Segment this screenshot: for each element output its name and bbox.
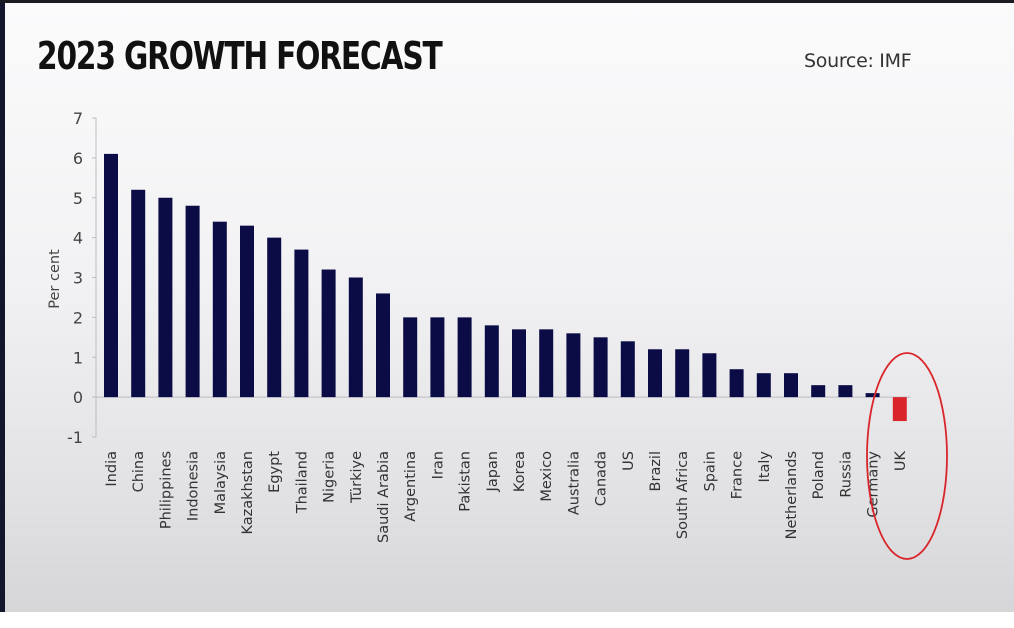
chart-title: 2023 GROWTH FORECAST	[37, 34, 443, 78]
x-tick-label: Australia	[566, 451, 582, 515]
x-tick-label: UK	[893, 451, 909, 472]
bar-us	[620, 341, 635, 398]
x-tick-label: US	[621, 451, 637, 471]
x-tick-label: Egypt	[267, 451, 283, 493]
bar-philippines	[158, 197, 173, 398]
x-tick-label: Brazil	[648, 451, 664, 491]
x-tick-label: Nigeria	[322, 451, 338, 503]
x-tick-label: Kazakhstan	[240, 451, 256, 535]
top-edge-strip	[0, 0, 1014, 3]
y-axis: 7 6 5 4 3 2 1 0 -1	[67, 109, 911, 447]
bar-south-africa	[675, 349, 690, 398]
bar-mexico	[539, 329, 554, 398]
highlight-ellipse	[866, 352, 948, 560]
x-tick-label: Türkiye	[349, 451, 365, 504]
x-tick-label: Iran	[430, 451, 446, 479]
x-tick-label: Malaysia	[213, 451, 229, 514]
x-tick-label: Italy	[757, 451, 773, 483]
y-tick-label: 3	[73, 269, 83, 288]
bars	[104, 153, 907, 422]
y-tick-label: 2	[73, 308, 83, 327]
bar-chart: Per cent 7 6 5 4 3 2 1 0 -1 India China Philippine…	[47, 109, 948, 560]
y-tick-label: 1	[73, 348, 83, 367]
x-tick-label: Mexico	[539, 451, 555, 502]
bar-uk	[892, 397, 907, 422]
chart-slide: 2023 GROWTH FORECAST Source: IMF Per cen…	[0, 0, 1014, 612]
x-tick-label: Indonesia	[186, 451, 202, 521]
x-tick-label: Poland	[811, 451, 827, 499]
y-tick-label: 5	[73, 189, 83, 208]
bar-egypt	[267, 237, 282, 398]
x-tick-label: France	[730, 451, 746, 499]
bar-japan	[484, 325, 499, 398]
x-tick-label: Philippines	[158, 451, 174, 529]
x-tick-label: Argentina	[403, 451, 419, 522]
bar-türkiye	[348, 277, 363, 398]
x-tick-label: Netherlands	[784, 451, 800, 539]
bar-saudi-arabia	[376, 293, 390, 398]
bar-korea	[512, 329, 526, 398]
y-tick-label: 4	[73, 229, 83, 248]
bar-spain	[702, 353, 717, 398]
bar-argentina	[403, 317, 418, 398]
x-tick-label: Spain	[702, 451, 718, 492]
y-tick-label: -1	[67, 428, 83, 447]
source-note: Source: IMF	[804, 50, 912, 72]
bar-china	[131, 189, 146, 398]
bar-australia	[566, 333, 581, 398]
bar-france	[729, 369, 744, 398]
bar-iran	[430, 317, 445, 398]
bar-germany	[865, 393, 880, 398]
bar-brazil	[648, 349, 662, 398]
bar-indonesia	[185, 205, 200, 398]
x-tick-label: India	[104, 451, 120, 487]
x-tick-label: China	[131, 451, 147, 492]
y-tick-label: 0	[73, 388, 83, 407]
y-tick-label: 7	[73, 109, 83, 128]
x-tick-label: South Africa	[675, 451, 691, 539]
x-tick-label: Pakistan	[458, 451, 474, 512]
x-tick-label: Japan	[485, 451, 501, 492]
y-tick-label: 6	[73, 149, 83, 168]
bar-netherlands	[784, 373, 798, 398]
x-tick-label: Canada	[594, 451, 610, 506]
bar-malaysia	[212, 221, 227, 398]
bar-italy	[756, 373, 771, 398]
bar-poland	[811, 385, 826, 398]
x-tick-label: Germany	[866, 451, 882, 518]
bar-nigeria	[321, 269, 336, 398]
bar-canada	[593, 337, 608, 398]
x-tick-label: Thailand	[294, 451, 310, 514]
bar-pakistan	[457, 317, 472, 398]
left-edge-strip	[0, 0, 5, 612]
x-tick-label: Korea	[512, 451, 528, 492]
x-axis-labels: India China Philippines Indonesia Malaysia Ka…	[104, 451, 909, 544]
bar-kazakhstan	[240, 225, 254, 398]
x-tick-label: Russia	[838, 451, 854, 498]
y-axis-label: Per cent	[47, 249, 63, 309]
bar-india	[104, 153, 118, 398]
x-tick-label: Saudi Arabia	[376, 451, 392, 543]
bar-russia	[838, 385, 853, 398]
bar-thailand	[294, 249, 309, 398]
